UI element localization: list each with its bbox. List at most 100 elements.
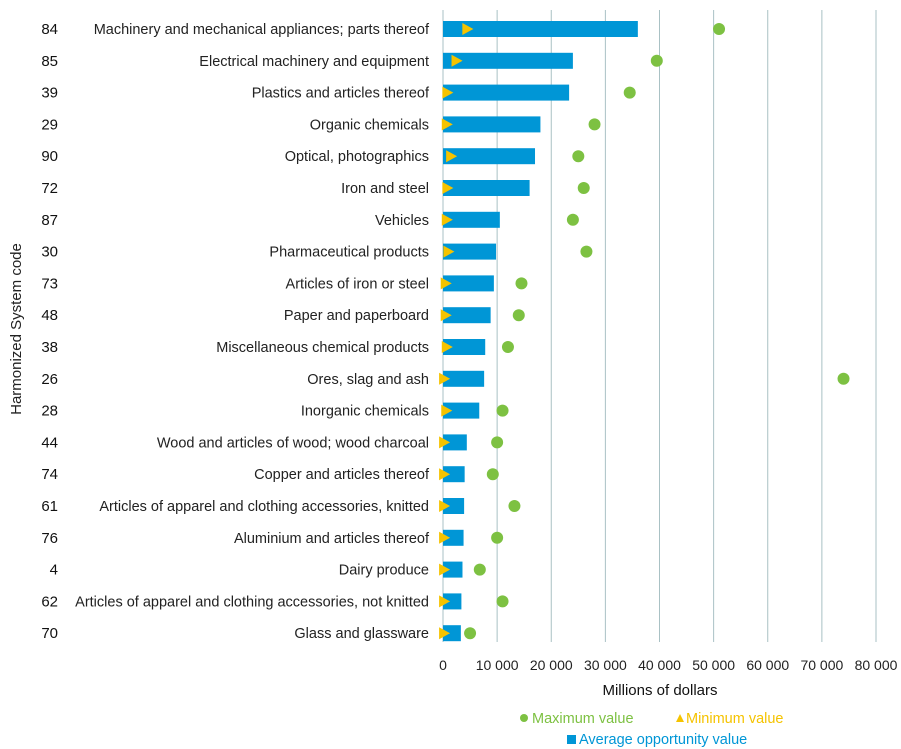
hs-code-label: 38 bbox=[41, 339, 58, 356]
maximum-marker bbox=[496, 595, 509, 608]
maximum-marker bbox=[464, 627, 477, 640]
minimum-marker bbox=[439, 627, 451, 640]
x-tick-labels: 0 10 000 20 000 30 000 40 000 50 000 60 000 70 … bbox=[439, 657, 898, 673]
average-bar bbox=[443, 625, 461, 642]
category-label: Wood and articles of wood; wood charcoal bbox=[157, 435, 429, 451]
category-label: Ores, slag and ash bbox=[307, 372, 429, 388]
average-bar bbox=[443, 21, 638, 37]
average-bar bbox=[443, 593, 462, 610]
hs-code-label: 44 bbox=[41, 434, 58, 451]
hs-code-label: 76 bbox=[41, 530, 58, 547]
minimum-marker bbox=[439, 372, 451, 385]
hs-code-label: 74 bbox=[41, 466, 58, 483]
minimum-marker bbox=[440, 309, 452, 322]
maximum-marker bbox=[837, 372, 850, 385]
category-label: Vehicles bbox=[375, 213, 429, 229]
minimum-marker bbox=[439, 468, 451, 481]
category-label: Miscellaneous chemical products bbox=[216, 340, 429, 356]
minimum-marker bbox=[439, 500, 451, 512]
hs-code-label: 70 bbox=[41, 625, 58, 642]
maximum-marker bbox=[588, 118, 601, 131]
maximum-marker bbox=[713, 23, 726, 35]
minimum-marker bbox=[442, 86, 454, 99]
average-bar bbox=[443, 52, 573, 69]
maximum-marker bbox=[508, 500, 521, 512]
minimum-marker bbox=[441, 118, 453, 131]
maximum-marker bbox=[623, 86, 636, 99]
minimum-marker bbox=[441, 213, 453, 226]
minimum-marker bbox=[442, 182, 454, 194]
legend: Maximum value Minimum value Average oppo… bbox=[520, 711, 784, 748]
x-tick-label: 10 000 bbox=[476, 657, 519, 673]
average-bar bbox=[443, 402, 480, 419]
gridlines bbox=[442, 10, 877, 642]
hs-code-label: 26 bbox=[41, 371, 58, 388]
maximum-marker bbox=[512, 309, 525, 322]
maximum-marker bbox=[491, 436, 504, 449]
legend-maximum-label: Maximum value bbox=[532, 711, 634, 727]
category-label: Articles of apparel and clothing accesso… bbox=[99, 499, 429, 515]
average-bar bbox=[443, 498, 465, 514]
hs-code-label: 61 bbox=[41, 498, 58, 515]
average-bars bbox=[443, 21, 638, 642]
maximum-marker bbox=[491, 531, 504, 544]
minimum-marker bbox=[440, 277, 452, 290]
category-label: Inorganic chemicals bbox=[301, 404, 429, 420]
hs-code-label: 85 bbox=[41, 53, 58, 70]
hs-code-label: 4 bbox=[50, 562, 58, 579]
average-bar bbox=[443, 370, 485, 387]
hs-code-label: 72 bbox=[41, 180, 58, 197]
legend-average-label: Average opportunity value bbox=[579, 732, 747, 748]
hs-code-label: 39 bbox=[41, 85, 58, 102]
category-label: Articles of apparel and clothing accesso… bbox=[75, 594, 429, 610]
average-bar bbox=[443, 434, 467, 451]
average-bar bbox=[443, 339, 486, 355]
average-bar bbox=[443, 116, 541, 133]
average-bar bbox=[443, 180, 530, 196]
average-bar bbox=[443, 307, 491, 324]
minimum-marker bbox=[446, 150, 458, 163]
average-bar bbox=[443, 529, 464, 546]
maximum-marker bbox=[580, 245, 593, 258]
minimum-marker bbox=[439, 595, 451, 608]
category-label: Copper and articles thereof bbox=[254, 467, 430, 483]
hs-code-label: 90 bbox=[41, 148, 58, 165]
hs-code-label: 62 bbox=[41, 593, 58, 610]
category-label: Glass and glassware bbox=[294, 626, 429, 642]
legend-average-marker bbox=[567, 735, 576, 744]
category-label: Paper and paperboard bbox=[284, 308, 429, 324]
x-axis-title: Millions of dollars bbox=[602, 682, 717, 699]
maximum-marker bbox=[496, 404, 509, 417]
maximum-marker bbox=[486, 468, 499, 481]
average-bar bbox=[443, 243, 497, 260]
maximum-marker bbox=[473, 563, 486, 576]
maximum-marker bbox=[650, 54, 663, 67]
legend-maximum-marker bbox=[520, 714, 528, 722]
maximum-markers bbox=[464, 23, 850, 640]
hs-code-label: 30 bbox=[41, 244, 58, 261]
hs-code-label: 48 bbox=[41, 307, 58, 324]
minimum-markers bbox=[439, 23, 474, 640]
minimum-marker bbox=[443, 245, 455, 258]
category-label: Articles of iron or steel bbox=[286, 276, 429, 292]
x-tick-label: 60 000 bbox=[746, 657, 789, 673]
category-label: Dairy produce bbox=[339, 563, 429, 579]
maximum-marker bbox=[515, 277, 528, 290]
minimum-marker bbox=[439, 436, 451, 449]
minimum-marker bbox=[439, 531, 451, 544]
category-label: Electrical machinery and equipment bbox=[199, 54, 429, 70]
maximum-marker bbox=[577, 182, 590, 194]
category-label: Iron and steel bbox=[341, 181, 429, 197]
average-bar bbox=[443, 148, 536, 165]
hs-code-label: 73 bbox=[41, 275, 58, 292]
minimum-marker bbox=[441, 404, 453, 417]
x-tick-label: 30 000 bbox=[584, 657, 627, 673]
y-axis-title: Harmonized System code bbox=[8, 243, 25, 415]
maximum-marker bbox=[566, 213, 579, 226]
category-label: Plastics and articles thereof bbox=[252, 86, 430, 102]
x-tick-label: 40 000 bbox=[638, 657, 681, 673]
x-tick-label: 0 bbox=[439, 657, 447, 673]
legend-minimum-label: Minimum value bbox=[686, 711, 784, 727]
hs-code-label: 84 bbox=[41, 21, 58, 38]
